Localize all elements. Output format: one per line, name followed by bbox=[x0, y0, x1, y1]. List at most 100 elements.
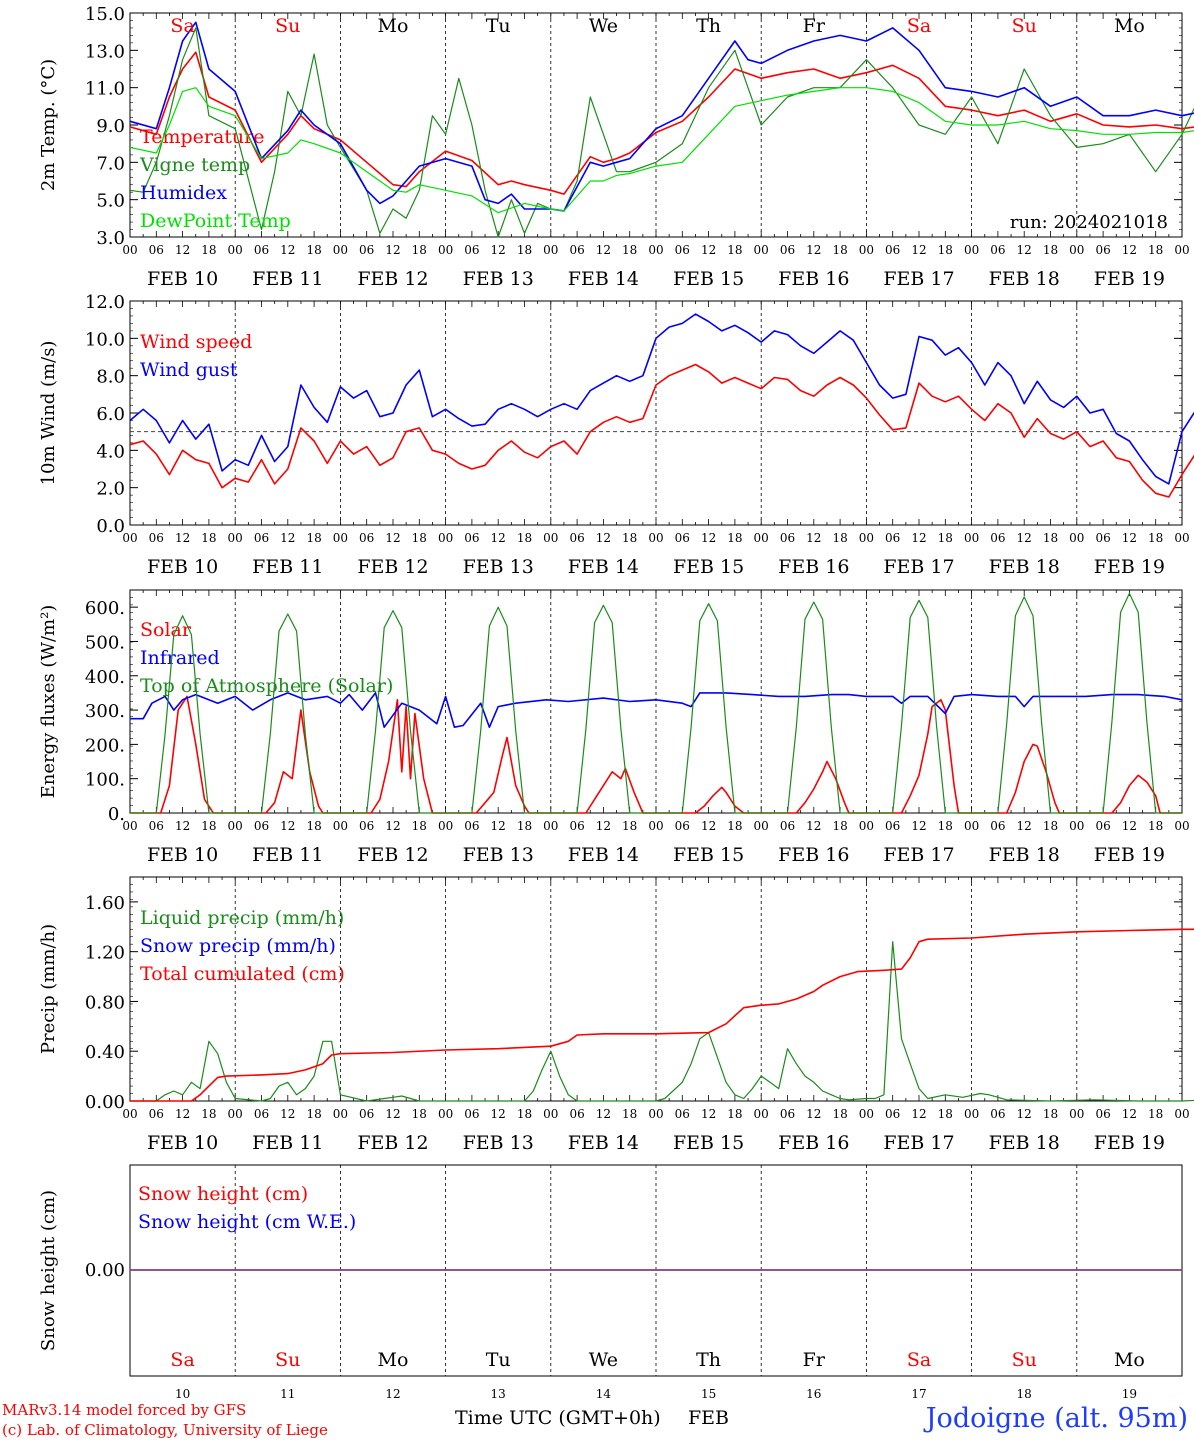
hour-label: 00 bbox=[122, 243, 137, 257]
y-tick-label: 12.0 bbox=[85, 292, 125, 313]
hour-label: 00 bbox=[1174, 531, 1189, 545]
day-abbr: Su bbox=[1012, 1349, 1037, 1371]
hour-label: 00 bbox=[964, 1107, 979, 1121]
hour-label: 00 bbox=[438, 531, 453, 545]
date-label: FEB 16 bbox=[778, 268, 849, 290]
series-line bbox=[130, 692, 1183, 729]
y-tick-label: 0.40 bbox=[85, 1042, 125, 1063]
date-label: FEB 13 bbox=[463, 556, 534, 578]
y-tick-label: 4.0 bbox=[96, 441, 125, 462]
day-number: 14 bbox=[596, 1387, 612, 1401]
date-label: FEB 11 bbox=[252, 268, 323, 290]
hour-label: 06 bbox=[885, 1107, 900, 1121]
hour-label: 00 bbox=[333, 531, 348, 545]
hour-label: 18 bbox=[832, 1107, 847, 1121]
hour-label: 12 bbox=[806, 1107, 821, 1121]
month-label: FEB bbox=[688, 1407, 729, 1429]
day-abbr: Th bbox=[696, 1349, 721, 1371]
hour-label: 18 bbox=[1043, 243, 1058, 257]
y-tick-label: 100. bbox=[85, 770, 125, 791]
day-number: 15 bbox=[701, 1387, 716, 1401]
hour-label: 06 bbox=[675, 1107, 690, 1121]
hour-label: 18 bbox=[201, 1107, 216, 1121]
hour-label: 06 bbox=[254, 243, 269, 257]
hour-label: 00 bbox=[754, 531, 769, 545]
y-tick-label: 6.0 bbox=[96, 404, 125, 425]
series-line bbox=[129, 21, 1194, 212]
day-abbr: Sa bbox=[170, 1349, 194, 1371]
plot-frame bbox=[129, 300, 1183, 526]
day-number: 12 bbox=[385, 1387, 400, 1401]
hour-label: 12 bbox=[596, 243, 611, 257]
hour-label: 12 bbox=[701, 531, 716, 545]
hour-label: 18 bbox=[517, 531, 532, 545]
hour-label: 12 bbox=[385, 819, 400, 833]
hour-label: 18 bbox=[412, 1107, 427, 1121]
date-label: FEB 12 bbox=[357, 556, 428, 578]
hour-label: 06 bbox=[359, 531, 374, 545]
date-label: FEB 11 bbox=[252, 556, 323, 578]
date-label: FEB 14 bbox=[568, 844, 639, 866]
hour-label: 06 bbox=[254, 531, 269, 545]
y-tick-label: 0.80 bbox=[85, 992, 125, 1013]
hour-label: 00 bbox=[228, 1107, 243, 1121]
y-tick-label: 400. bbox=[85, 667, 125, 688]
hour-label: 18 bbox=[622, 531, 637, 545]
date-label: FEB 17 bbox=[883, 844, 954, 866]
date-label: FEB 16 bbox=[778, 844, 849, 866]
legend-entry: Snow precip (mm/h) bbox=[140, 935, 336, 957]
hour-label: 12 bbox=[911, 819, 926, 833]
hour-label: 00 bbox=[1069, 819, 1084, 833]
hour-label: 06 bbox=[675, 243, 690, 257]
hour-label: 12 bbox=[596, 531, 611, 545]
series-line bbox=[130, 592, 1182, 814]
legend-entry: Total cumulated (cm) bbox=[140, 963, 345, 985]
hour-label: 00 bbox=[543, 531, 558, 545]
hour-label: 18 bbox=[201, 819, 216, 833]
legend-entry: Top of Atmosphere (Solar) bbox=[140, 675, 393, 697]
hour-label: 00 bbox=[964, 243, 979, 257]
y-tick-label: 2.0 bbox=[96, 479, 125, 500]
y-tick-label: 200. bbox=[85, 735, 125, 756]
hour-label: 06 bbox=[1095, 1107, 1110, 1121]
panel-2: 00 06 12 18 00 06 12 18 00 06 12 18 00 06 12 18 00 06 12 18… bbox=[38, 292, 1194, 578]
series-line bbox=[129, 87, 1194, 214]
y-tick-label: 7.0 bbox=[96, 153, 125, 174]
day-abbr: Tu bbox=[486, 1349, 511, 1371]
hour-label: 12 bbox=[1017, 243, 1032, 257]
hour-label: 00 bbox=[859, 531, 874, 545]
legend-entry: Infrared bbox=[140, 647, 220, 669]
date-label: FEB 19 bbox=[1094, 268, 1165, 290]
y-tick-label: 500. bbox=[85, 632, 125, 653]
hour-label: 06 bbox=[464, 1107, 479, 1121]
date-label: FEB 19 bbox=[1094, 844, 1165, 866]
hour-label: 06 bbox=[780, 819, 795, 833]
hour-label: 00 bbox=[648, 819, 663, 833]
panel-1: 00 06 12 18 00 06 12 18 00 06 12 18 00 06 12 18 00 06 12 18… bbox=[38, 4, 1194, 290]
hour-label: 00 bbox=[543, 1107, 558, 1121]
day-abbr: Su bbox=[1012, 15, 1037, 37]
day-abbr: Su bbox=[275, 15, 300, 37]
date-label: FEB 13 bbox=[463, 268, 534, 290]
date-label: FEB 16 bbox=[778, 1132, 849, 1154]
y-axis-title: Energy fluxes (W/m²) bbox=[38, 605, 59, 799]
hour-label: 06 bbox=[359, 819, 374, 833]
date-label: FEB 14 bbox=[568, 268, 639, 290]
day-abbr: Sa bbox=[170, 15, 194, 37]
hour-label: 18 bbox=[622, 243, 637, 257]
hour-label: 12 bbox=[596, 819, 611, 833]
hour-label: 00 bbox=[859, 819, 874, 833]
date-label: FEB 15 bbox=[673, 268, 744, 290]
hour-label: 18 bbox=[1148, 531, 1163, 545]
hour-label: 06 bbox=[990, 531, 1005, 545]
day-abbr: Mo bbox=[378, 15, 409, 37]
y-tick-label: 13.0 bbox=[85, 41, 125, 62]
hour-label: 18 bbox=[412, 531, 427, 545]
hour-label: 18 bbox=[306, 1107, 321, 1121]
date-label: FEB 19 bbox=[1094, 1132, 1165, 1154]
date-label: FEB 10 bbox=[147, 844, 218, 866]
hour-label: 06 bbox=[675, 819, 690, 833]
hour-label: 12 bbox=[175, 243, 190, 257]
y-tick-label: 5.0 bbox=[96, 191, 125, 212]
